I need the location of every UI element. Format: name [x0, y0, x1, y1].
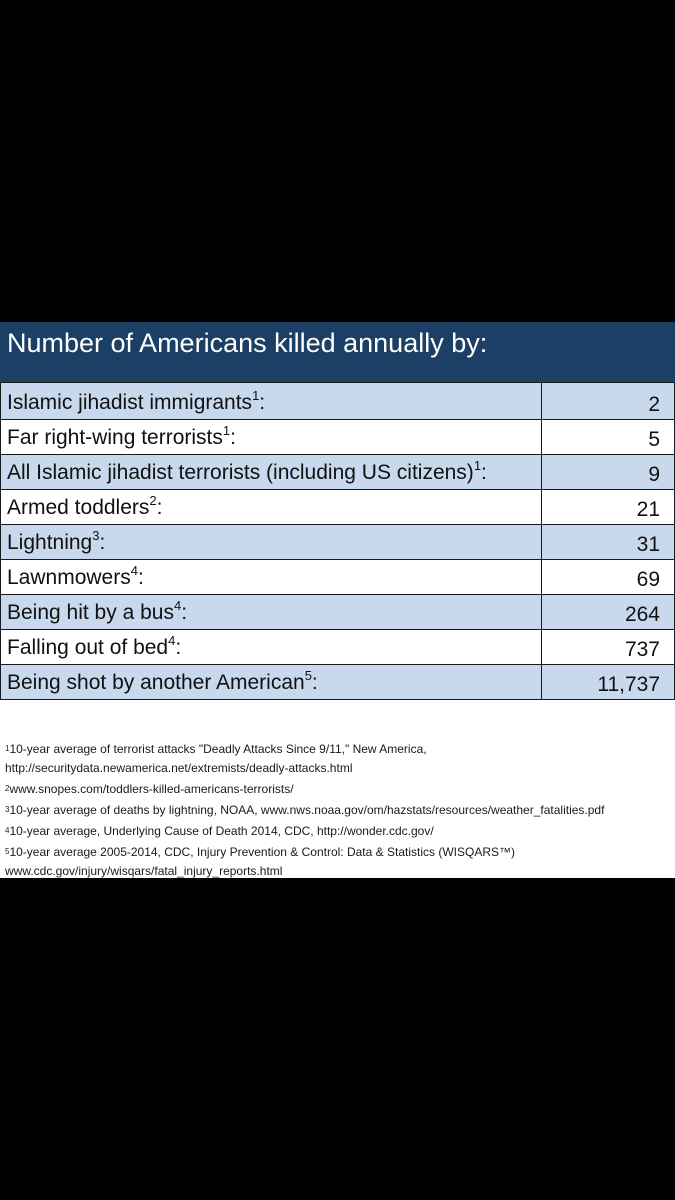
row-label: Lightning3:: [0, 524, 542, 560]
table-row: Armed toddlers2: 21: [0, 489, 675, 525]
table-row: Far right-wing terrorists1: 5: [0, 419, 675, 455]
footnote-3: 310-year average of deaths by lightning,…: [5, 803, 605, 817]
footnote-ref: 1: [252, 388, 260, 403]
row-label: Falling out of bed4:: [0, 629, 542, 665]
footnote-ref: 4: [168, 633, 176, 648]
footnote-1: 110-year average of terrorist attacks "D…: [5, 742, 427, 775]
footnote-2: 2www.snopes.com/toddlers-killed-american…: [5, 782, 294, 796]
row-value: 264: [541, 594, 675, 630]
row-label: Being hit by a bus4:: [0, 594, 542, 630]
table-row: Lightning3: 31: [0, 524, 675, 560]
footnote-5: 510-year average 2005-2014, CDC, Injury …: [5, 845, 515, 878]
row-label: Islamic jihadist immigrants1:: [0, 382, 542, 420]
row-label: Far right-wing terrorists1:: [0, 419, 542, 455]
table-row: Lawnmowers4: 69: [0, 559, 675, 595]
row-label: All Islamic jihadist terrorists (includi…: [0, 454, 542, 490]
row-value: 2: [541, 382, 675, 420]
footnote-ref: 5: [304, 668, 312, 683]
table-title: Number of Americans killed annually by:: [0, 322, 675, 382]
row-value: 5: [541, 419, 675, 455]
row-value: 31: [541, 524, 675, 560]
table-row: Islamic jihadist immigrants1: 2: [0, 382, 675, 420]
table-row: Being hit by a bus4: 264: [0, 594, 675, 630]
deaths-table: Islamic jihadist immigrants1: 2 Far righ…: [0, 382, 675, 700]
footnote-ref: 1: [222, 423, 231, 438]
row-value: 21: [541, 489, 675, 525]
table-row: Falling out of bed4: 737: [0, 629, 675, 665]
row-label: Being shot by another American5:: [0, 664, 542, 700]
row-value: 9: [541, 454, 675, 490]
footnote-ref: 4: [173, 598, 182, 613]
row-value: 11,737: [541, 664, 675, 700]
table-row: Being shot by another American5: 11,737: [0, 664, 675, 700]
row-value: 69: [541, 559, 675, 595]
row-label: Lawnmowers4:: [0, 559, 542, 595]
row-value: 737: [541, 629, 675, 665]
row-label: Armed toddlers2:: [0, 489, 542, 525]
footnote-ref: 4: [130, 563, 138, 578]
footnote-4: 410-year average, Underlying Cause of De…: [5, 824, 434, 838]
footnotes: 110-year average of terrorist attacks "D…: [5, 740, 670, 883]
statistics-card: Number of Americans killed annually by: …: [0, 322, 675, 878]
table-row: All Islamic jihadist terrorists (includi…: [0, 454, 675, 490]
footnote-ref: 2: [149, 493, 157, 508]
footnote-ref: 1: [473, 458, 482, 473]
footnote-ref: 3: [92, 528, 100, 543]
